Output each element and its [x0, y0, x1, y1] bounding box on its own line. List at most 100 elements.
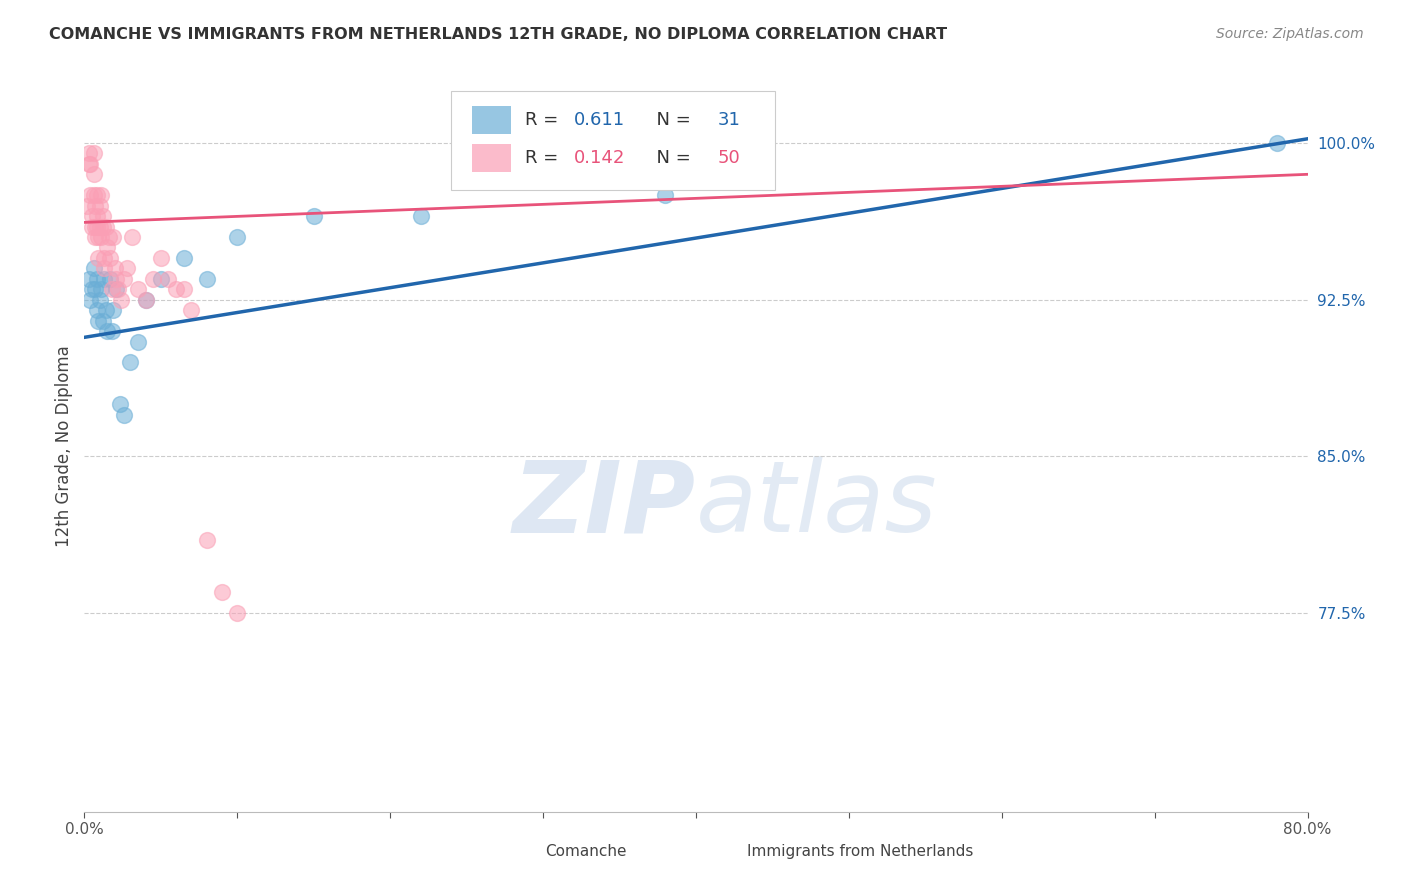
- Point: [76, 199, 98, 213]
- Point: [86, 209, 108, 223]
- FancyBboxPatch shape: [472, 144, 512, 171]
- Point: [86, 219, 108, 234]
- Point: [104, 261, 127, 276]
- Text: atlas: atlas: [696, 456, 938, 553]
- Point: [121, 230, 143, 244]
- Text: ZIP: ZIP: [513, 456, 696, 553]
- Point: [103, 230, 125, 244]
- Point: [149, 251, 172, 265]
- Point: [86, 272, 108, 286]
- Point: [157, 272, 180, 286]
- Text: N =: N =: [644, 111, 696, 128]
- Text: R =: R =: [524, 111, 564, 128]
- Point: [83, 146, 105, 161]
- Point: [83, 167, 105, 181]
- Point: [89, 199, 111, 213]
- Point: [89, 219, 111, 234]
- Point: [87, 230, 110, 244]
- Point: [87, 251, 110, 265]
- Point: [105, 282, 128, 296]
- Point: [107, 282, 129, 296]
- Text: 0.611: 0.611: [574, 111, 624, 128]
- Text: 0.142: 0.142: [574, 149, 626, 167]
- Point: [80, 282, 103, 296]
- Point: [120, 355, 142, 369]
- Point: [173, 251, 195, 265]
- Point: [226, 230, 249, 244]
- Point: [103, 303, 125, 318]
- Text: COMANCHE VS IMMIGRANTS FROM NETHERLANDS 12TH GRADE, NO DIPLOMA CORRELATION CHART: COMANCHE VS IMMIGRANTS FROM NETHERLANDS …: [49, 27, 948, 42]
- Point: [135, 293, 157, 307]
- Point: [97, 230, 120, 244]
- Text: Source: ZipAtlas.com: Source: ZipAtlas.com: [1216, 27, 1364, 41]
- Point: [101, 282, 124, 296]
- Point: [654, 188, 676, 202]
- Point: [80, 209, 103, 223]
- Point: [112, 408, 135, 422]
- Point: [94, 219, 117, 234]
- Point: [93, 261, 115, 276]
- Point: [89, 293, 111, 307]
- Y-axis label: 12th Grade, No Diploma: 12th Grade, No Diploma: [55, 345, 73, 547]
- Text: 31: 31: [718, 111, 741, 128]
- Point: [211, 585, 233, 599]
- Point: [226, 606, 249, 620]
- Point: [91, 209, 114, 223]
- Point: [77, 272, 100, 286]
- Point: [86, 303, 108, 318]
- Point: [1265, 136, 1288, 150]
- Point: [93, 251, 115, 265]
- Point: [165, 282, 187, 296]
- Point: [142, 272, 165, 286]
- Point: [84, 199, 107, 213]
- Point: [84, 230, 107, 244]
- Point: [90, 188, 112, 202]
- Point: [110, 293, 132, 307]
- Point: [135, 293, 157, 307]
- Point: [195, 533, 218, 547]
- Point: [84, 282, 107, 296]
- Point: [91, 313, 114, 327]
- Point: [108, 397, 131, 411]
- Point: [149, 272, 172, 286]
- FancyBboxPatch shape: [494, 842, 537, 863]
- Point: [80, 219, 103, 234]
- Point: [98, 251, 121, 265]
- Point: [94, 303, 117, 318]
- Point: [83, 261, 105, 276]
- Text: N =: N =: [644, 149, 696, 167]
- Point: [302, 209, 325, 223]
- Point: [77, 157, 100, 171]
- Point: [77, 146, 100, 161]
- Text: Immigrants from Netherlands: Immigrants from Netherlands: [748, 845, 974, 860]
- Point: [90, 282, 112, 296]
- Point: [98, 272, 121, 286]
- Point: [409, 209, 432, 223]
- Point: [173, 282, 195, 296]
- Point: [90, 230, 112, 244]
- Point: [127, 334, 149, 349]
- Point: [87, 313, 110, 327]
- Point: [79, 293, 101, 307]
- Point: [127, 282, 149, 296]
- Point: [105, 272, 128, 286]
- FancyBboxPatch shape: [451, 91, 776, 190]
- Point: [115, 261, 138, 276]
- FancyBboxPatch shape: [696, 842, 738, 863]
- Point: [91, 219, 114, 234]
- Point: [84, 219, 107, 234]
- FancyBboxPatch shape: [472, 106, 512, 134]
- Point: [112, 272, 135, 286]
- Point: [96, 324, 118, 338]
- Text: Comanche: Comanche: [546, 845, 627, 860]
- Point: [79, 188, 101, 202]
- Text: 50: 50: [718, 149, 741, 167]
- Point: [83, 188, 105, 202]
- Point: [96, 240, 118, 254]
- Point: [180, 303, 202, 318]
- Point: [101, 324, 124, 338]
- Point: [93, 272, 115, 286]
- Point: [195, 272, 218, 286]
- Point: [86, 188, 108, 202]
- Point: [79, 157, 101, 171]
